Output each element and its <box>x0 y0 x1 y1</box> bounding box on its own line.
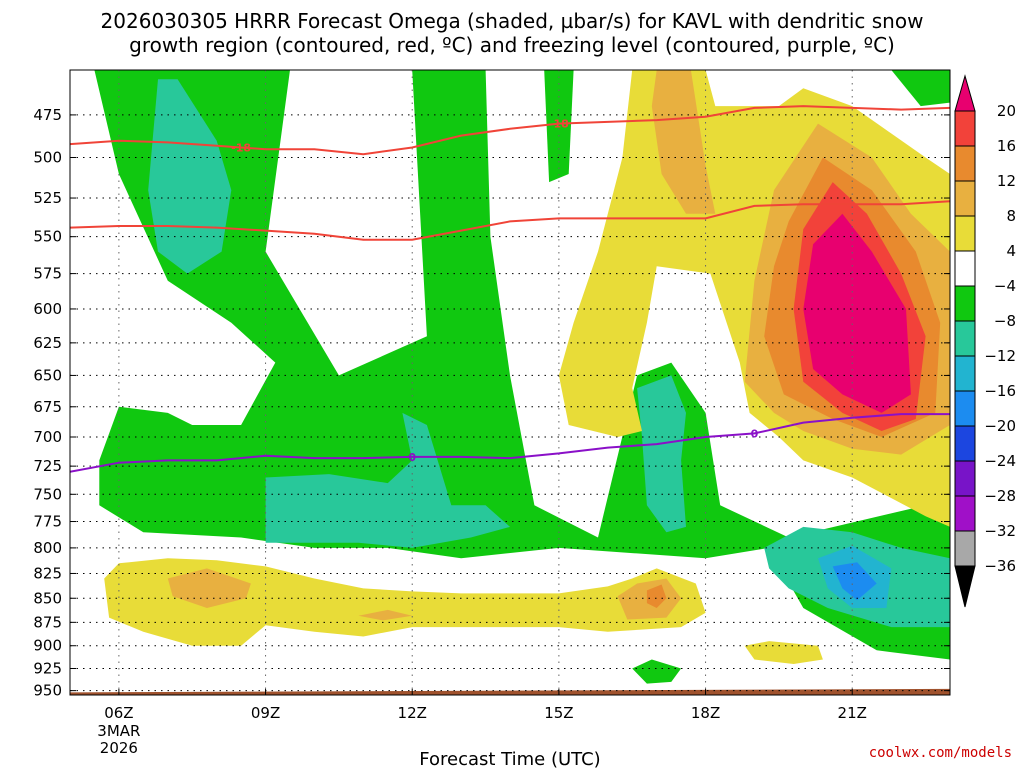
colorbar-label-8: −16 <box>984 382 1016 400</box>
omega-region-neg4-8 <box>544 70 574 183</box>
omega-region-neg16-6 <box>832 562 877 601</box>
y-tick-label-800: 800 <box>33 539 62 557</box>
y-tick-label-475: 475 <box>33 106 62 124</box>
colorbar-label-2: 12 <box>997 172 1016 190</box>
colorbar-label-9: −20 <box>984 417 1016 435</box>
omega-region-neg4-7 <box>891 70 950 107</box>
axes: 475 500 525 550 575 600 625 650 675 700 725 750 775 8… <box>33 69 951 722</box>
colorbar-box-3 <box>954 180 976 217</box>
x-tick-label-18Z: 18Z <box>691 704 720 722</box>
y-tick-label-500: 500 <box>33 149 62 167</box>
y-tick-label-650: 650 <box>33 366 62 384</box>
colorbar-bottom-triangle <box>954 565 976 608</box>
y-tick-label-825: 825 <box>33 564 62 582</box>
y-tick-label-575: 575 <box>33 265 62 283</box>
omega-region-pos20-14 <box>803 213 911 413</box>
colorbar-label-0: 20 <box>997 102 1016 120</box>
omega-shading <box>94 70 950 684</box>
y-tick-label-925: 925 <box>33 659 62 677</box>
credit-text: coolwx.com/models <box>869 745 1012 761</box>
y-tick-label-725: 725 <box>33 457 62 475</box>
y-tick-label-850: 850 <box>33 589 62 607</box>
chart-title-line-1: 2026030305 HRRR Forecast Omega (shaded, … <box>101 9 924 33</box>
y-tick-label-900: 900 <box>33 637 62 655</box>
omega-region-neg8-2 <box>265 412 510 548</box>
omega-region-neg8-3 <box>637 375 686 533</box>
colorbar-box-5 <box>954 250 976 287</box>
omega-region-pos8-16 <box>167 568 251 608</box>
colorbar-box-8 <box>954 355 976 392</box>
colorbar-label-7: −12 <box>984 347 1016 365</box>
colorbar-box-6 <box>954 285 976 322</box>
y-tick-label-600: 600 <box>33 300 62 318</box>
x-axis-title: Forecast Time (UTC) <box>419 749 600 768</box>
contour-label-0-1: -18 <box>549 118 569 131</box>
omega-region-pos4-15 <box>104 558 706 646</box>
date-label-line-0: 3MAR <box>97 722 140 740</box>
y-tick-label-525: 525 <box>33 189 62 207</box>
colorbar-box-9 <box>954 390 976 427</box>
omega-region-neg4-21 <box>632 659 682 684</box>
colorbar: 20 16 12 8 4 −4 −8 −12 −16 −20 −24 −28 −32 −36 <box>954 74 1016 608</box>
colorbar-top-triangle <box>954 74 976 112</box>
contour-label-2-0: 0 <box>408 451 416 464</box>
colorbar-box-12 <box>954 495 976 532</box>
y-tick-label-950: 950 <box>33 682 62 700</box>
chart-title-line-2: growth region (contoured, red, ºC) and f… <box>129 33 895 57</box>
date-label-line-1: 2026 <box>100 739 138 757</box>
colorbar-label-12: −32 <box>984 522 1016 540</box>
x-tick-label-21Z: 21Z <box>838 704 867 722</box>
y-tick-label-775: 775 <box>33 513 62 531</box>
y-tick-label-700: 700 <box>33 428 62 446</box>
x-tick-label-15Z: 15Z <box>544 704 573 722</box>
contour-label-0-0: -18 <box>231 141 251 154</box>
omega-region-pos12-19 <box>646 584 667 608</box>
grid-lines <box>70 70 950 695</box>
colorbar-label-5: −4 <box>994 277 1016 295</box>
omega-region-pos4-20 <box>744 641 823 664</box>
y-tick-label-750: 750 <box>33 485 62 503</box>
colorbar-box-13 <box>954 530 976 567</box>
colorbar-label-13: −36 <box>984 557 1016 575</box>
x-tick-label-12Z: 12Z <box>398 704 427 722</box>
y-tick-label-675: 675 <box>33 398 62 416</box>
colorbar-label-6: −8 <box>994 312 1016 330</box>
colorbar-box-1 <box>954 110 976 147</box>
omega-region-pos8-17 <box>358 609 413 621</box>
x-tick-label-09Z: 09Z <box>251 704 280 722</box>
contour-2 <box>70 413 950 473</box>
y-tick-label-550: 550 <box>33 228 62 246</box>
temperature-contours <box>70 105 950 473</box>
contour-labels: -18 -18 0 0 <box>231 118 759 464</box>
x-tick-label-06Z: 06Z <box>104 704 133 722</box>
colorbar-label-1: 16 <box>997 137 1016 155</box>
omega-region-neg8-1 <box>148 79 232 274</box>
y-tick-label-625: 625 <box>33 334 62 352</box>
colorbar-label-3: 8 <box>1006 207 1016 225</box>
terrain-ground <box>70 688 950 695</box>
colorbar-label-10: −24 <box>984 452 1016 470</box>
ground-surface <box>70 688 950 695</box>
plot-frame <box>69 69 951 696</box>
colorbar-box-2 <box>954 145 976 182</box>
colorbar-box-11 <box>954 460 976 497</box>
colorbar-box-10 <box>954 425 976 462</box>
colorbar-label-4: 4 <box>1006 242 1016 260</box>
contour-0 <box>70 105 950 156</box>
contour-label-2-1: 0 <box>751 427 759 440</box>
colorbar-box-7 <box>954 320 976 357</box>
y-tick-label-875: 875 <box>33 613 62 631</box>
contour-1 <box>70 200 950 241</box>
omega-region-pos8-10 <box>651 70 716 214</box>
colorbar-box-4 <box>954 215 976 252</box>
colorbar-label-11: −28 <box>984 487 1016 505</box>
